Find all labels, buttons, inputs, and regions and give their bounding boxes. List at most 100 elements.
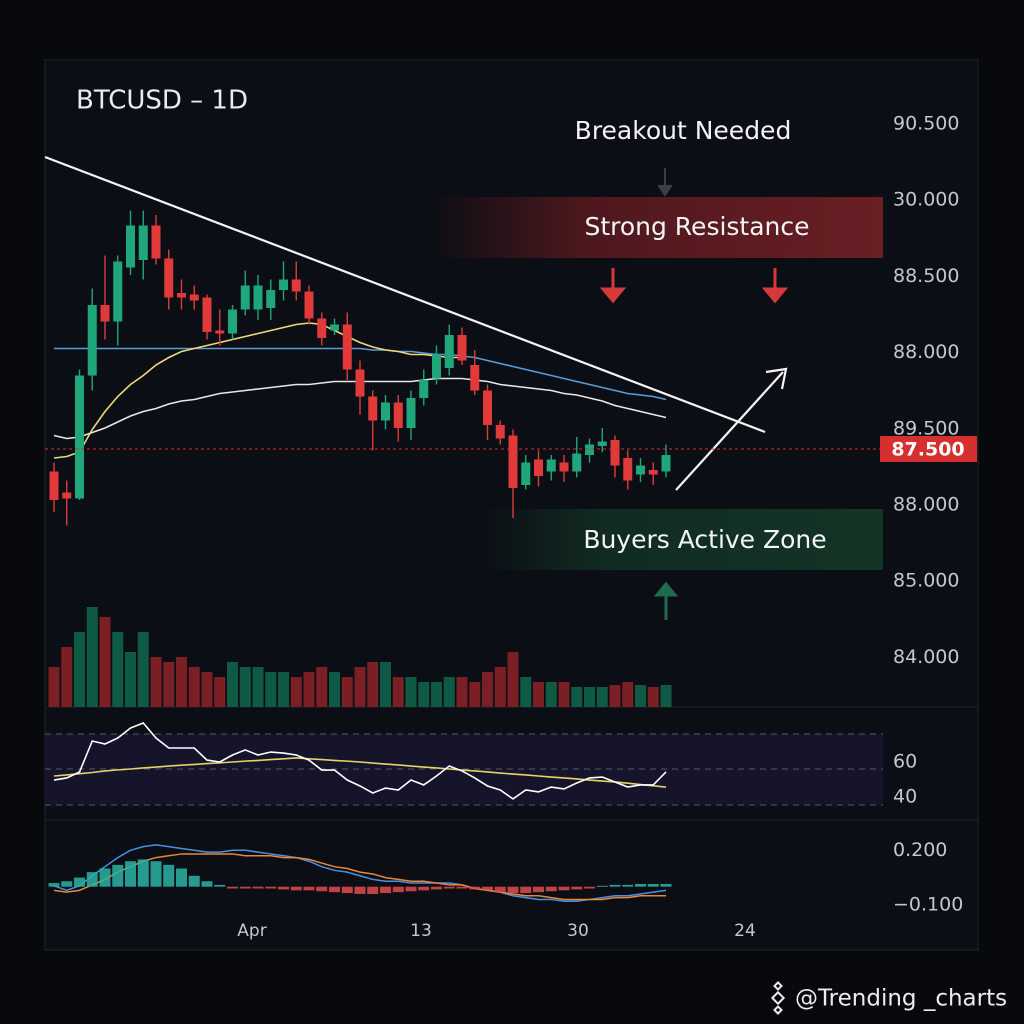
candle-body (470, 365, 480, 391)
volume-bar (635, 685, 646, 707)
macd-bar (163, 864, 175, 887)
macd-bar (316, 886, 328, 892)
volume-bar (596, 687, 608, 707)
candle-body (279, 279, 288, 290)
chart-title: BTCUSD – 1D (76, 86, 248, 116)
macd-bar (558, 886, 570, 891)
macd-tick-label: −0.100 (893, 893, 963, 915)
macd-bar (584, 886, 595, 889)
macd-bar (227, 886, 238, 889)
macd-bar (647, 883, 659, 887)
up-arrow (653, 581, 679, 620)
watermark-text: @Trending _charts (795, 986, 1007, 1012)
macd-tick-label: 0.200 (893, 839, 947, 861)
volume-bar (392, 677, 404, 707)
macd-bar (252, 886, 264, 889)
volume-bar (99, 617, 111, 707)
volume-bar (214, 677, 226, 707)
panel (44, 59, 979, 951)
volume-bar (354, 667, 366, 707)
macd-bar (48, 883, 60, 887)
x-axis-label: 13 (410, 921, 432, 941)
candle-body (419, 380, 429, 398)
x-axis-label: 24 (734, 921, 756, 941)
macd-bar (533, 886, 544, 893)
macd-bar (112, 864, 124, 887)
candle-body (572, 453, 582, 472)
price-axis-label: 88.000 (893, 494, 959, 516)
candle-body (559, 462, 569, 472)
macd-line (53, 853, 666, 901)
volume-bar (239, 667, 251, 707)
candle-body (138, 225, 148, 260)
current-price-box (880, 436, 977, 462)
macd-bar (596, 885, 608, 887)
volume-bar (647, 687, 659, 707)
candle-body (177, 293, 186, 298)
candle-body (291, 279, 301, 292)
macd-bar (201, 881, 213, 887)
macd-bar (622, 884, 634, 887)
macd-bar (61, 881, 73, 887)
macd-bar (380, 886, 391, 894)
macd-bar (188, 875, 200, 887)
logo-part (770, 990, 786, 1006)
candle-body (151, 225, 161, 259)
volume-bar (469, 682, 481, 707)
macd-bar (660, 883, 672, 887)
rsi-tick-label: 60 (893, 751, 917, 773)
price-axis-label: 89.500 (893, 417, 959, 439)
price-axis-label: 88.500 (893, 265, 959, 287)
volume-bar (278, 672, 289, 707)
macd-bar (150, 861, 162, 887)
volume-bar (367, 662, 379, 707)
macd-bar (456, 886, 468, 889)
candle-body (330, 324, 339, 331)
macd-bar (74, 877, 85, 887)
macd-bar (507, 886, 519, 894)
volume-bar (163, 662, 175, 707)
resistance-zone (430, 197, 883, 258)
candle-body (240, 285, 250, 310)
macd-bar (545, 886, 557, 892)
arrow-head (599, 287, 627, 304)
breakout-label: Breakout Needed (575, 116, 792, 145)
volume-bar (660, 685, 672, 707)
volume-bar (584, 687, 595, 707)
candle-body (381, 402, 390, 421)
volume-bar (558, 682, 570, 707)
volume-bar (443, 677, 455, 707)
macd-bar (482, 886, 493, 891)
macd-bar (99, 868, 111, 887)
candle-body (342, 324, 352, 370)
candle-body (49, 471, 59, 500)
candle-body (444, 335, 454, 368)
macd-bar (609, 884, 621, 887)
macd-bar (290, 886, 302, 891)
candle-body (317, 318, 327, 338)
current-price-label: 87.500 (891, 439, 964, 461)
macd-bar (392, 886, 404, 893)
volume-bar (201, 672, 213, 707)
candle-body (126, 225, 135, 268)
price-axis-label: 85.000 (893, 570, 959, 592)
volume-bar (227, 662, 238, 707)
x-axis-label: 30 (567, 921, 589, 941)
volume-bar (405, 677, 417, 707)
breakout-arrow (675, 371, 784, 491)
macd-bar (469, 886, 481, 890)
macd-bar (443, 886, 455, 889)
macd-bar (520, 886, 532, 894)
candle-body (495, 425, 505, 439)
volume-bar (431, 682, 442, 707)
volume-bar (609, 685, 621, 707)
macd-bar (341, 886, 353, 894)
arrow-head (761, 287, 789, 304)
volume-bar (380, 662, 391, 707)
rsi-line (53, 757, 667, 788)
rsi-tick-label: 40 (893, 786, 917, 808)
volume-bar (341, 677, 353, 707)
ma-line (53, 322, 462, 459)
macd-bar (303, 886, 315, 891)
